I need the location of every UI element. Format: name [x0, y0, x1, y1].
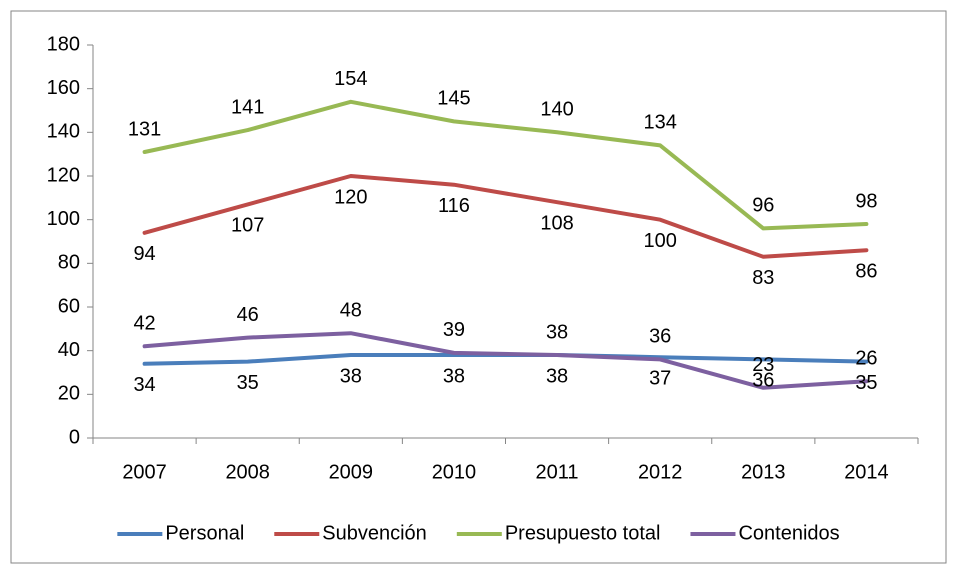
x-tick-label: 2012 [638, 461, 683, 483]
y-tick-label: 20 [58, 383, 80, 405]
data-label: 100 [644, 230, 677, 252]
data-label: 35 [855, 372, 877, 394]
data-label: 38 [546, 321, 568, 343]
y-tick-label: 80 [58, 252, 80, 274]
data-label: 86 [855, 261, 877, 283]
data-label: 94 [133, 243, 155, 265]
data-label: 108 [540, 212, 573, 234]
data-label: 141 [231, 96, 264, 118]
data-label: 36 [649, 326, 671, 348]
data-label: 107 [231, 215, 264, 237]
data-label: 26 [855, 348, 877, 370]
legend-label: Subvención [322, 522, 427, 544]
data-label: 120 [334, 186, 367, 208]
chart-frame [10, 10, 947, 564]
x-tick-label: 2009 [329, 461, 374, 483]
x-tick-label: 2008 [225, 461, 270, 483]
data-label: 38 [546, 365, 568, 387]
x-tick-label: 2007 [122, 461, 167, 483]
y-tick-label: 180 [47, 33, 80, 55]
y-tick-label: 60 [58, 295, 80, 317]
data-label: 154 [334, 68, 367, 90]
x-tick-label: 2013 [741, 461, 786, 483]
data-label: 131 [128, 118, 161, 140]
series-line [142, 99, 869, 231]
legend-label: Presupuesto total [505, 522, 661, 544]
data-label: 37 [649, 367, 671, 389]
y-tick-label: 0 [69, 426, 80, 448]
data-label: 140 [540, 99, 573, 121]
data-label: 42 [133, 313, 155, 335]
y-tick-label: 40 [58, 339, 80, 361]
legend-label: Personal [165, 522, 244, 544]
data-label: 38 [340, 365, 362, 387]
y-tick-label: 160 [47, 77, 80, 99]
x-tick-label: 2010 [432, 461, 477, 483]
data-label: 98 [855, 190, 877, 212]
series-line [142, 331, 869, 390]
y-tick-label: 100 [47, 208, 80, 230]
data-label: 46 [237, 304, 259, 326]
data-label: 48 [340, 299, 362, 321]
data-label: 145 [437, 88, 470, 110]
data-label: 36 [752, 370, 774, 392]
legend-label: Contenidos [738, 522, 839, 544]
data-label: 116 [438, 195, 470, 217]
x-tick-label: 2011 [536, 461, 579, 483]
y-tick-label: 140 [47, 121, 80, 143]
series-line [142, 174, 869, 259]
data-label: 34 [133, 374, 155, 396]
data-label: 39 [443, 319, 465, 341]
data-label: 96 [752, 195, 774, 217]
data-label: 134 [644, 112, 677, 134]
data-label: 83 [752, 267, 774, 289]
data-label: 38 [443, 365, 465, 387]
x-tick-label: 2014 [844, 461, 889, 483]
y-tick-label: 120 [47, 164, 80, 186]
data-label: 23 [752, 354, 774, 376]
data-label: 35 [237, 372, 259, 394]
